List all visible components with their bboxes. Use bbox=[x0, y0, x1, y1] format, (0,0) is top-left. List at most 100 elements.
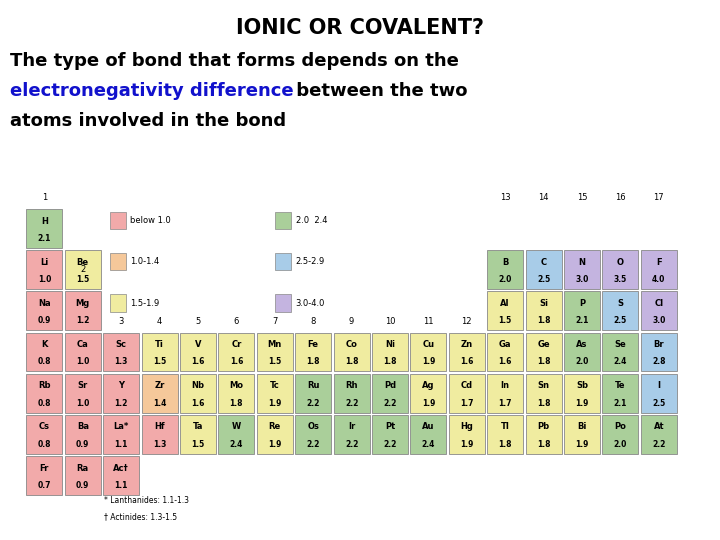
Text: 3.0-4.0: 3.0-4.0 bbox=[295, 299, 325, 307]
Text: 1.8: 1.8 bbox=[537, 399, 550, 408]
Text: Po: Po bbox=[614, 422, 626, 431]
Text: 2.2: 2.2 bbox=[383, 440, 397, 449]
Text: Cs: Cs bbox=[39, 422, 50, 431]
Text: Ac†: Ac† bbox=[113, 464, 129, 472]
Text: 9: 9 bbox=[349, 316, 354, 326]
Text: C: C bbox=[541, 258, 546, 267]
Bar bbox=[564, 374, 600, 413]
Bar bbox=[27, 415, 63, 454]
Bar bbox=[65, 374, 101, 413]
Text: 12: 12 bbox=[462, 316, 472, 326]
Bar bbox=[65, 333, 101, 372]
Text: 1.1: 1.1 bbox=[114, 440, 128, 449]
Bar bbox=[275, 253, 291, 271]
Bar bbox=[641, 251, 677, 289]
Text: 1.5: 1.5 bbox=[76, 275, 89, 284]
Bar bbox=[275, 294, 291, 312]
Text: Br: Br bbox=[654, 340, 664, 349]
Text: electronegativity difference: electronegativity difference bbox=[10, 82, 294, 100]
Text: Fr: Fr bbox=[40, 464, 49, 472]
Text: Co: Co bbox=[346, 340, 358, 349]
Text: Sr: Sr bbox=[78, 381, 88, 390]
Bar bbox=[372, 374, 408, 413]
Text: 1.3: 1.3 bbox=[153, 440, 166, 449]
Bar bbox=[142, 374, 178, 413]
Bar bbox=[103, 333, 139, 372]
Text: 1.6: 1.6 bbox=[498, 357, 512, 367]
Text: 2.5: 2.5 bbox=[613, 316, 627, 325]
Text: † Actinides: 1.3-1.5: † Actinides: 1.3-1.5 bbox=[104, 512, 177, 521]
Bar bbox=[295, 374, 331, 413]
Text: Tc: Tc bbox=[270, 381, 279, 390]
Text: Ca: Ca bbox=[77, 340, 89, 349]
Bar bbox=[180, 374, 216, 413]
Text: 1.6: 1.6 bbox=[460, 357, 474, 367]
Text: Mo: Mo bbox=[230, 381, 243, 390]
Text: 1.3: 1.3 bbox=[114, 357, 128, 367]
Text: 1.8: 1.8 bbox=[537, 357, 550, 367]
Text: Al: Al bbox=[500, 299, 510, 308]
Text: 1.9: 1.9 bbox=[575, 440, 589, 449]
Text: N: N bbox=[578, 258, 585, 267]
Text: 1.8: 1.8 bbox=[537, 316, 550, 325]
Text: At: At bbox=[654, 422, 664, 431]
Text: Si: Si bbox=[539, 299, 548, 308]
Text: 0.8: 0.8 bbox=[37, 357, 51, 367]
Text: K: K bbox=[41, 340, 48, 349]
Bar bbox=[603, 374, 639, 413]
Bar bbox=[257, 374, 293, 413]
Text: 2.1: 2.1 bbox=[575, 316, 589, 325]
Text: Pt: Pt bbox=[385, 422, 395, 431]
Text: 1.8: 1.8 bbox=[307, 357, 320, 367]
Text: 1.0: 1.0 bbox=[76, 357, 89, 367]
Text: Ru: Ru bbox=[307, 381, 320, 390]
Text: 2.1: 2.1 bbox=[37, 234, 51, 243]
Text: 1.8: 1.8 bbox=[230, 399, 243, 408]
Text: 4.0: 4.0 bbox=[652, 275, 665, 284]
Text: Na: Na bbox=[38, 299, 50, 308]
Bar bbox=[109, 212, 126, 230]
Text: IONIC OR COVALENT?: IONIC OR COVALENT? bbox=[236, 18, 484, 38]
Bar bbox=[526, 292, 562, 330]
Text: Ra: Ra bbox=[77, 464, 89, 472]
Text: 5: 5 bbox=[195, 316, 201, 326]
Text: 1.7: 1.7 bbox=[498, 399, 512, 408]
Bar bbox=[487, 374, 523, 413]
Text: 1.9: 1.9 bbox=[268, 399, 282, 408]
Text: Cr: Cr bbox=[231, 340, 242, 349]
Text: 7: 7 bbox=[272, 316, 277, 326]
Bar bbox=[65, 415, 101, 454]
Bar bbox=[641, 374, 677, 413]
Bar bbox=[257, 415, 293, 454]
Text: 1.7: 1.7 bbox=[460, 399, 474, 408]
Text: below 1.0: below 1.0 bbox=[130, 216, 171, 225]
Text: 3: 3 bbox=[119, 316, 124, 326]
Bar bbox=[180, 333, 216, 372]
Text: 1.9: 1.9 bbox=[422, 399, 435, 408]
Text: Ir: Ir bbox=[348, 422, 355, 431]
Bar bbox=[333, 415, 369, 454]
Text: V: V bbox=[194, 340, 202, 349]
Text: 1.4: 1.4 bbox=[153, 399, 166, 408]
Text: 1.2: 1.2 bbox=[114, 399, 128, 408]
Text: Os: Os bbox=[307, 422, 319, 431]
Text: 1.8: 1.8 bbox=[537, 440, 550, 449]
Bar bbox=[109, 294, 126, 312]
Text: 1.1: 1.1 bbox=[114, 481, 128, 490]
Text: Sc: Sc bbox=[116, 340, 127, 349]
Text: B: B bbox=[502, 258, 508, 267]
Text: 1.5-1.9: 1.5-1.9 bbox=[130, 299, 160, 307]
Text: 14: 14 bbox=[539, 193, 549, 202]
Text: 4: 4 bbox=[157, 316, 162, 326]
Bar bbox=[449, 333, 485, 372]
Text: Zn: Zn bbox=[461, 340, 473, 349]
Text: 2.4: 2.4 bbox=[230, 440, 243, 449]
Text: 1.5: 1.5 bbox=[153, 357, 166, 367]
Text: 1.9: 1.9 bbox=[575, 399, 589, 408]
Bar bbox=[410, 415, 446, 454]
Text: 1.6: 1.6 bbox=[230, 357, 243, 367]
Text: 8: 8 bbox=[310, 316, 316, 326]
Bar bbox=[410, 333, 446, 372]
Text: La*: La* bbox=[114, 422, 129, 431]
Text: 1.9: 1.9 bbox=[460, 440, 474, 449]
